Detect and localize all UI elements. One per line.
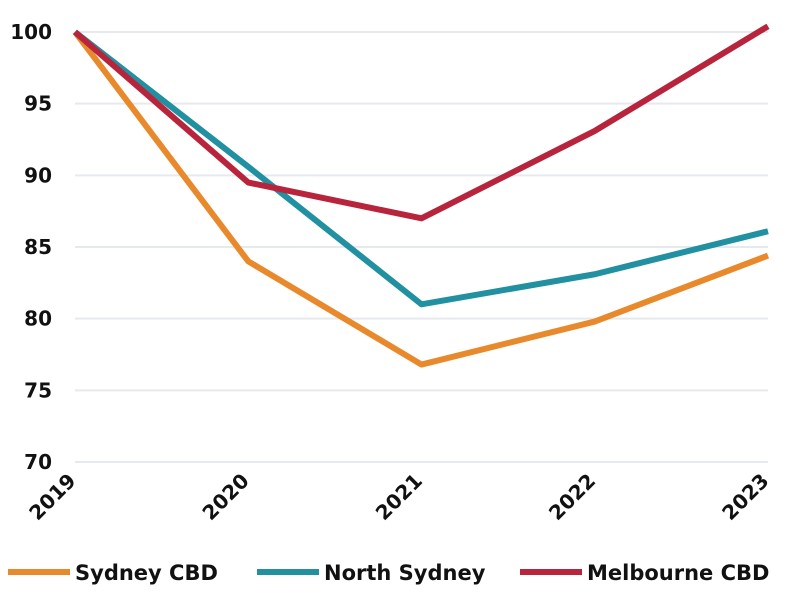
legend-label: Melbourne CBD [587,561,769,585]
x-tick-label: 2021 [371,469,427,525]
legend-label: North Sydney [324,561,486,585]
series-line-north-sydney [73,29,769,308]
series-line-melbourne-cbd [73,23,770,222]
series-lines [72,23,770,368]
y-tick-label: 80 [24,307,52,331]
y-tick-label: 90 [24,163,52,187]
grid [75,31,768,463]
y-tick-label: 95 [24,92,52,116]
legend: Sydney CBD North Sydney Melbourne CBD [8,561,769,585]
x-axis-ticks: 2019 2020 2021 2022 2023 [24,469,773,525]
x-tick-label: 2020 [197,469,253,525]
y-tick-label: 100 [10,20,52,44]
x-tick-label: 2023 [717,469,773,525]
y-tick-label: 70 [24,450,52,474]
y-tick-label: 75 [24,378,52,402]
x-tick-label: 2022 [544,469,600,525]
x-tick-label: 2019 [24,469,80,525]
y-axis-ticks: 70 75 80 85 90 95 100 [10,20,52,474]
legend-label: Sydney CBD [75,561,218,585]
y-tick-label: 85 [24,235,52,259]
series-line-sydney-cbd [72,30,770,368]
